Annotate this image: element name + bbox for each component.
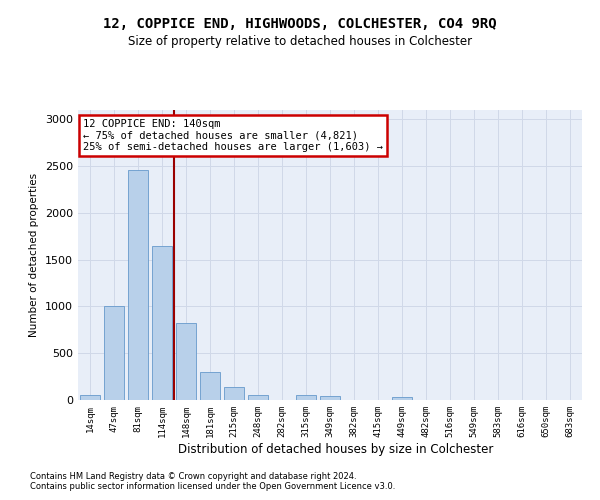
Text: Distribution of detached houses by size in Colchester: Distribution of detached houses by size … xyxy=(178,442,494,456)
Bar xyxy=(296,395,316,400)
Text: 12, COPPICE END, HIGHWOODS, COLCHESTER, CO4 9RQ: 12, COPPICE END, HIGHWOODS, COLCHESTER, … xyxy=(103,18,497,32)
Bar xyxy=(392,397,412,400)
Text: Contains HM Land Registry data © Crown copyright and database right 2024.: Contains HM Land Registry data © Crown c… xyxy=(30,472,356,481)
Text: 12 COPPICE END: 140sqm
← 75% of detached houses are smaller (4,821)
25% of semi-: 12 COPPICE END: 140sqm ← 75% of detached… xyxy=(83,118,383,152)
Y-axis label: Number of detached properties: Number of detached properties xyxy=(29,173,40,337)
Bar xyxy=(176,324,196,400)
Bar xyxy=(248,396,268,400)
Bar xyxy=(104,306,124,400)
Text: Contains public sector information licensed under the Open Government Licence v3: Contains public sector information licen… xyxy=(30,482,395,491)
Bar xyxy=(152,246,172,400)
Bar xyxy=(224,388,244,400)
Bar xyxy=(128,170,148,400)
Bar xyxy=(80,395,100,400)
Bar xyxy=(320,396,340,400)
Text: Size of property relative to detached houses in Colchester: Size of property relative to detached ho… xyxy=(128,35,472,48)
Bar xyxy=(200,372,220,400)
